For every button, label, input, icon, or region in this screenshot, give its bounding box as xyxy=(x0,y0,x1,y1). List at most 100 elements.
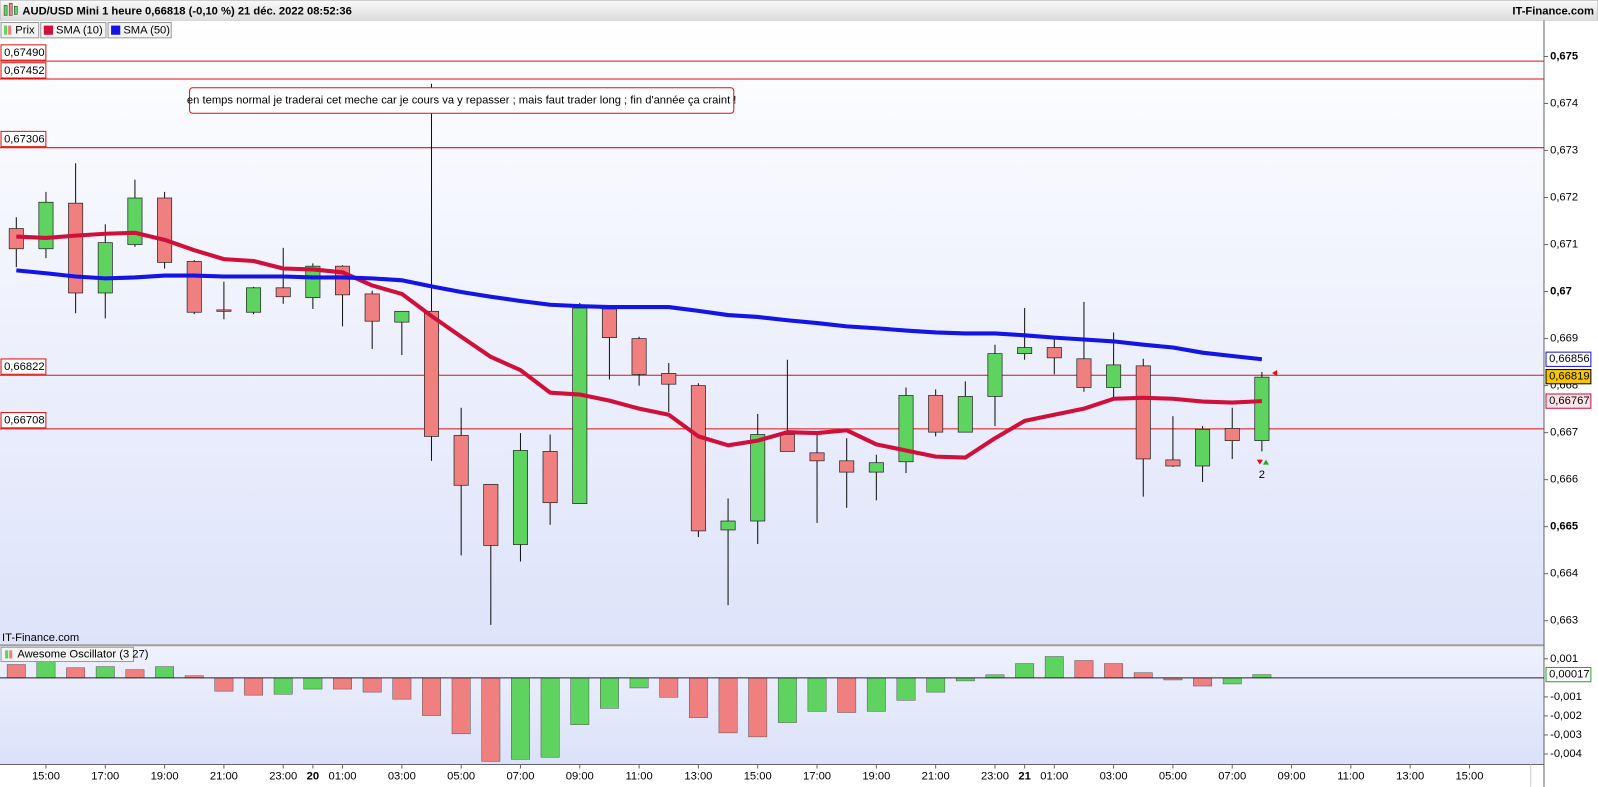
chart-title: AUD/USD Mini 1 heure 0,66818 (-0,10 %) 2… xyxy=(22,5,351,17)
signal-count: 2 xyxy=(1259,469,1265,481)
candle-body xyxy=(1076,358,1092,388)
oscillator-bar xyxy=(718,677,738,734)
signal-arrow xyxy=(1256,459,1263,465)
price-badge-label: 0,66767 xyxy=(1549,395,1589,407)
y-tick-label: 0,67 xyxy=(1550,286,1572,298)
candle-body xyxy=(690,385,706,532)
oscillator-bar xyxy=(214,677,234,692)
candle-body xyxy=(246,287,262,313)
oscillator-bar xyxy=(926,677,946,693)
oscillator-bar xyxy=(1193,677,1213,687)
candle-body xyxy=(364,293,380,322)
x-tick-label: 21 xyxy=(1018,771,1030,783)
y-tick-label: 0,675 xyxy=(1550,50,1578,62)
x-tick-label: 03:00 xyxy=(1100,771,1128,783)
oscillator-bar xyxy=(422,677,441,716)
candle-body xyxy=(809,452,825,462)
oscillator-bar xyxy=(659,677,679,698)
panel-separator xyxy=(0,644,1598,647)
oscillator-badge xyxy=(1545,666,1592,683)
candle-body xyxy=(750,434,766,522)
oscillator-bar xyxy=(333,677,352,690)
candle-body xyxy=(1224,428,1240,441)
oscillator-bar xyxy=(1074,660,1094,679)
oscillator-title: Awesome Oscillator (3 27) xyxy=(17,648,148,660)
title-icon xyxy=(14,5,18,15)
x-tick-label: 11:00 xyxy=(1337,771,1364,783)
legend-swatch xyxy=(111,25,121,35)
oscillator-bar xyxy=(777,677,797,723)
y-tick-label: 0,674 xyxy=(1550,97,1578,109)
x-tick-label: 09:00 xyxy=(566,771,594,783)
x-tick-label: 01:00 xyxy=(329,771,357,783)
oscillator-bar xyxy=(837,677,857,713)
candle-body xyxy=(453,435,469,486)
y-tick-label: 0,672 xyxy=(1550,191,1578,203)
x-tick-label: 23:00 xyxy=(981,771,1009,783)
candle-body xyxy=(424,310,439,437)
candle-body xyxy=(898,395,914,463)
oscillator-bar xyxy=(807,677,827,712)
candle-body xyxy=(631,338,647,375)
title-icon xyxy=(3,4,8,16)
y-tick-label: 0,665 xyxy=(1550,521,1578,533)
bottom-axis xyxy=(0,764,1544,787)
y-tick-label: 0,001 xyxy=(1550,653,1578,665)
oscillator-bar xyxy=(896,677,916,701)
x-tick-label: 17:00 xyxy=(91,771,119,783)
oscillator-bar xyxy=(36,661,56,679)
level-label-box xyxy=(0,130,47,148)
candle-body xyxy=(572,307,588,504)
signal-arrow xyxy=(1272,370,1278,377)
x-tick-label: 15:00 xyxy=(1455,771,1483,783)
y-tick-label: 0,666 xyxy=(1550,474,1578,486)
y-tick-label: 0,673 xyxy=(1550,144,1578,156)
oscillator-bar xyxy=(362,677,382,693)
level-label-box xyxy=(0,412,47,429)
legend: Prix SMA (10) SMA (50) xyxy=(0,22,172,39)
oscillator-label-box xyxy=(0,646,135,663)
oscillator-bar xyxy=(155,666,175,679)
candle-body xyxy=(186,261,202,313)
candle-body xyxy=(868,462,884,473)
oscillator-bar xyxy=(866,677,886,712)
x-tick-label: 03:00 xyxy=(388,771,416,783)
x-tick-label: 17:00 xyxy=(803,771,831,783)
title-icon xyxy=(8,2,13,16)
candle-body xyxy=(661,373,677,385)
oscillator-bar xyxy=(273,677,293,695)
candle-body xyxy=(216,309,232,312)
y-tick-label: -0,003 xyxy=(1550,729,1582,741)
watermark: IT-Finance.com xyxy=(2,632,79,644)
brand: IT-Finance.com xyxy=(1512,5,1594,17)
candle-body xyxy=(542,451,558,504)
signal-arrow xyxy=(1262,459,1270,465)
y-tick-label: -0,001 xyxy=(1550,691,1582,703)
oscillator-bar xyxy=(1133,672,1153,679)
plot: 0,6750,6740,6730,6720,6710,670,6690,6680… xyxy=(0,44,1592,783)
level-label-box xyxy=(0,44,47,61)
candle-body xyxy=(987,353,1003,397)
legend-item xyxy=(107,22,172,39)
annotation: en temps normal je traderai cet meche ca… xyxy=(187,94,736,106)
oscillator-bar xyxy=(1222,677,1242,685)
oscillator-panel xyxy=(0,646,1544,765)
oscillator-bar xyxy=(95,666,115,679)
candle-body xyxy=(275,287,291,298)
x-tick-label: 23:00 xyxy=(269,771,297,783)
oscillator-bar xyxy=(303,677,323,690)
y-tick-label: 0,664 xyxy=(1550,568,1578,580)
price-badge-label: 0,66856 xyxy=(1549,353,1589,365)
price-badge xyxy=(1545,351,1592,367)
x-tick-label: 13:00 xyxy=(1396,771,1424,783)
y-tick-label: 0,663 xyxy=(1550,615,1578,627)
x-tick-label: 05:00 xyxy=(447,771,475,783)
level-label-box xyxy=(0,62,47,79)
y-tick-label: 0,667 xyxy=(1550,427,1578,439)
candle-body xyxy=(68,202,84,294)
price-panel xyxy=(0,20,1544,645)
oscillator-bar xyxy=(540,677,560,758)
x-tick-label: 20 xyxy=(307,771,319,783)
y-tick-label: -0,004 xyxy=(1550,748,1582,760)
